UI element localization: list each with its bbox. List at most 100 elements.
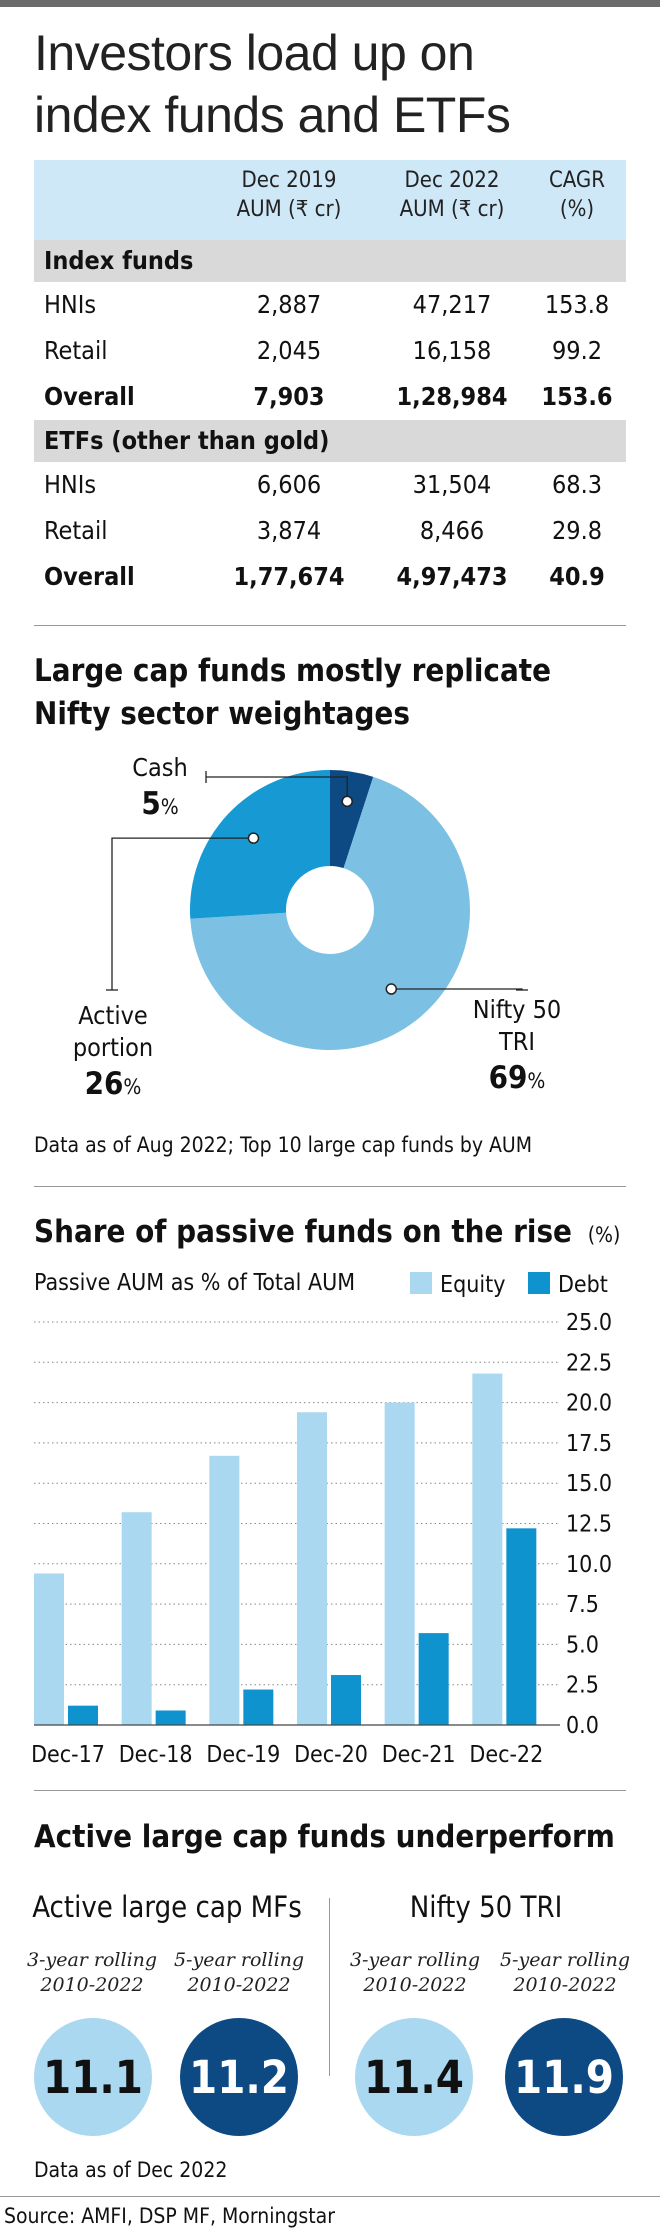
table-header: Dec 2019 AUM (₹ cr) Dec 2022 AUM (₹ cr) … [34, 160, 626, 240]
bar-equity [384, 1402, 415, 1725]
bar-debt [331, 1675, 361, 1725]
nifty-label: Nifty 50 TRI 69% [462, 994, 572, 1097]
cell-dec-2022: 31,504 [412, 470, 492, 499]
cash-label-text: Cash [132, 753, 188, 782]
y-tick-label: 25.0 [566, 1310, 612, 1336]
header-dec-2019-line1: Dec 2019 [241, 168, 337, 193]
cell-dec-2022: 1,28,984 [396, 382, 508, 411]
row-label: HNIs [44, 290, 97, 319]
period-1-line1: 3-year rolling [26, 1949, 158, 1971]
donut-chart [106, 770, 528, 1050]
y-tick-label: 22.5 [566, 1350, 612, 1376]
value-circle-4: 11.9 [505, 2018, 623, 2136]
header-dec-2022: Dec 2022 AUM (₹ cr) [382, 166, 522, 224]
x-tick-label: Dec-19 [206, 1742, 280, 1768]
legend-swatch-equity [410, 1272, 432, 1294]
slice-active [190, 770, 330, 919]
cell-cagr: 40.9 [549, 562, 605, 591]
y-tick-label: 7.5 [566, 1592, 599, 1618]
y-tick-label: 17.5 [566, 1431, 612, 1457]
y-tick-label: 0.0 [566, 1713, 599, 1739]
period-1: 3-year rolling 2010-2022 [17, 1948, 167, 1998]
table-row: HNIs 6,606 31,504 68.3 [34, 462, 626, 508]
cash-label: Cash 5% [120, 752, 200, 823]
cell-dec-2019: 3,874 [256, 516, 322, 545]
table-row: Retail 2,045 16,158 99.2 [34, 328, 626, 374]
period-3-line2: 2010-2022 [363, 1974, 467, 1996]
section-header: Index funds [34, 240, 626, 282]
row-label: Retail [44, 516, 108, 545]
nifty-pct-sign: % [527, 1069, 546, 1093]
period-2: 5-year rolling 2010-2022 [164, 1948, 314, 1998]
active-value: 26 [84, 1066, 124, 1102]
cell-dec-2022: 4,97,473 [396, 562, 508, 591]
period-2-line2: 2010-2022 [187, 1974, 291, 1996]
divider [34, 1186, 626, 1187]
perf-note: Data as of Dec 2022 [34, 2158, 228, 2182]
x-tick-label: Dec-22 [469, 1742, 543, 1768]
legend-swatch-debt [528, 1272, 550, 1294]
active-pct-sign: % [123, 1075, 142, 1099]
donut-note: Data as of Aug 2022; Top 10 large cap fu… [34, 1133, 533, 1157]
source-note: Source: AMFI, DSP MF, Morningstar [4, 2204, 336, 2228]
active-label-line1: Active [78, 1001, 148, 1030]
footer-rule [0, 2196, 660, 2197]
perf-title: Active large cap funds underperform [34, 1819, 615, 1855]
table-body: Index funds HNIs 2,887 47,217 153.8 Retail 2,0… [34, 240, 626, 600]
nifty-label-line2: TRI [499, 1027, 535, 1056]
bar-debt [506, 1528, 537, 1725]
bar-equity [472, 1373, 503, 1725]
bar-debt [68, 1705, 98, 1725]
x-tick-label: Dec-18 [119, 1742, 193, 1768]
active-label: Active portion 26% [58, 1000, 168, 1103]
bar-chart: Equity Debt 25.0 22.5 20.0 17.5 15.0 12.5 10.0 7.… [31, 1272, 612, 1768]
bar-equity [209, 1455, 240, 1725]
leader-dot [341, 795, 353, 808]
perf-right-heading: Nifty 50 TRI [409, 1890, 563, 1924]
slice-nifty [190, 776, 471, 1050]
leader-dot [385, 983, 398, 995]
table-row: Overall 7,903 1,28,984 153.6 [34, 374, 626, 420]
cell-cagr: 99.2 [551, 336, 603, 365]
y-tick-label: 20.0 [566, 1391, 612, 1417]
header-dec-2019-line2: AUM (₹ cr) [236, 197, 342, 222]
value-circle-1: 11.1 [34, 2018, 152, 2136]
cash-value: 5 [141, 786, 161, 822]
period-3-line1: 3-year rolling [349, 1949, 481, 1971]
section-header: ETFs (other than gold) [34, 420, 626, 462]
bar-debt [243, 1689, 274, 1725]
header-dec-2022-line2: AUM (₹ cr) [399, 197, 505, 222]
nifty-value: 69 [488, 1060, 528, 1096]
top-bar [0, 0, 660, 7]
header-cagr-line1: CAGR [548, 168, 606, 193]
bar-debt [155, 1710, 186, 1725]
active-pct: 26% [58, 1068, 168, 1103]
leader-line-active [111, 837, 249, 990]
x-tick-label: Dec-20 [294, 1742, 368, 1768]
legend-label-equity: Equity [440, 1272, 505, 1298]
bar-equity [34, 1573, 64, 1725]
cell-dec-2022: 8,466 [419, 516, 485, 545]
cash-pct: 5% [120, 788, 200, 823]
period-4: 5-year rolling 2010-2022 [490, 1948, 640, 1998]
table-row: HNIs 2,887 47,217 153.8 [34, 282, 626, 328]
cell-dec-2022: 47,217 [412, 290, 492, 319]
legend-label-debt: Debt [558, 1272, 608, 1298]
bar-title-text: Share of passive funds on the rise [34, 1214, 572, 1250]
row-label: Overall [44, 562, 135, 591]
nifty-pct: 69% [462, 1062, 572, 1097]
leader-line-cash [206, 776, 348, 797]
x-tick-label: Dec-17 [31, 1742, 105, 1768]
bar-unit: (%) [587, 1223, 621, 1247]
table-row: Retail 3,874 8,466 29.8 [34, 508, 626, 554]
header-cagr: CAGR (%) [532, 166, 622, 224]
value-circle-3: 11.4 [355, 2018, 473, 2136]
aum-table: Dec 2019 AUM (₹ cr) Dec 2022 AUM (₹ cr) … [34, 160, 626, 600]
period-3: 3-year rolling 2010-2022 [340, 1948, 490, 1998]
divider [34, 625, 626, 626]
cell-dec-2019: 2,887 [256, 290, 322, 319]
y-tick-label: 10.0 [566, 1552, 612, 1578]
period-4-line1: 5-year rolling [499, 1949, 631, 1971]
y-tick-label: 15.0 [566, 1471, 612, 1497]
cell-dec-2019: 6,606 [256, 470, 322, 499]
